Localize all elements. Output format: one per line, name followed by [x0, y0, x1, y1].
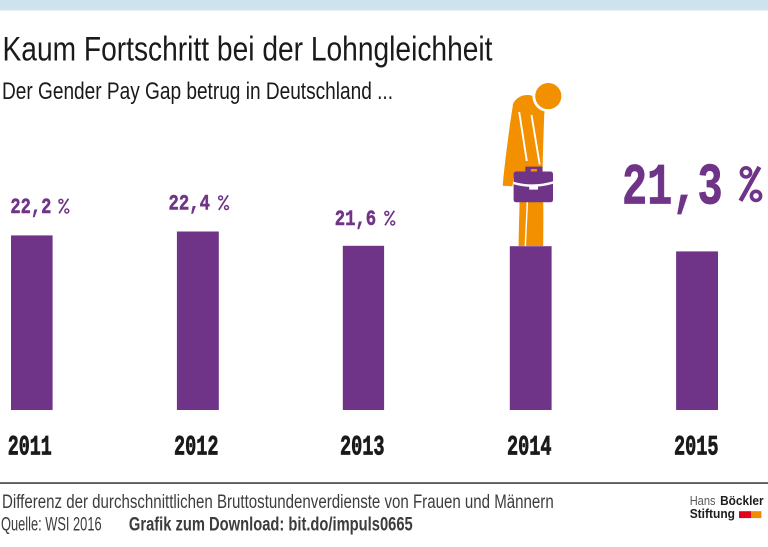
svg-text:2013: 2013: [340, 432, 385, 463]
svg-text:22,4: 22,4: [169, 192, 211, 217]
svg-text:21,3: 21,3: [622, 155, 723, 222]
svg-text:Böckler: Böckler: [720, 494, 764, 508]
svg-text:Kaum Fortschritt bei der Lohng: Kaum Fortschritt bei der Lohngleichheit: [3, 31, 493, 69]
svg-text:Differenz der durchschnittlich: Differenz der durchschnittlichen Bruttos…: [2, 492, 554, 513]
svg-text:2012: 2012: [174, 432, 219, 463]
svg-text:2014: 2014: [507, 432, 552, 463]
svg-text:Quelle: WSI 2016: Quelle: WSI 2016: [1, 514, 102, 535]
svg-text:Hans: Hans: [690, 494, 716, 508]
svg-text:Stiftung: Stiftung: [690, 507, 735, 521]
svg-text:21,6: 21,6: [335, 207, 377, 232]
svg-text:Grafik zum Download: bit.do/im: Grafik zum Download: bit.do/impuls0665: [129, 514, 413, 535]
svg-text:2015: 2015: [674, 432, 719, 463]
svg-text:22,2: 22,2: [10, 195, 51, 220]
svg-text:2011: 2011: [8, 432, 52, 463]
svg-text:Der Gender Pay Gap betrug in D: Der Gender Pay Gap betrug in Deutschland…: [2, 78, 393, 105]
